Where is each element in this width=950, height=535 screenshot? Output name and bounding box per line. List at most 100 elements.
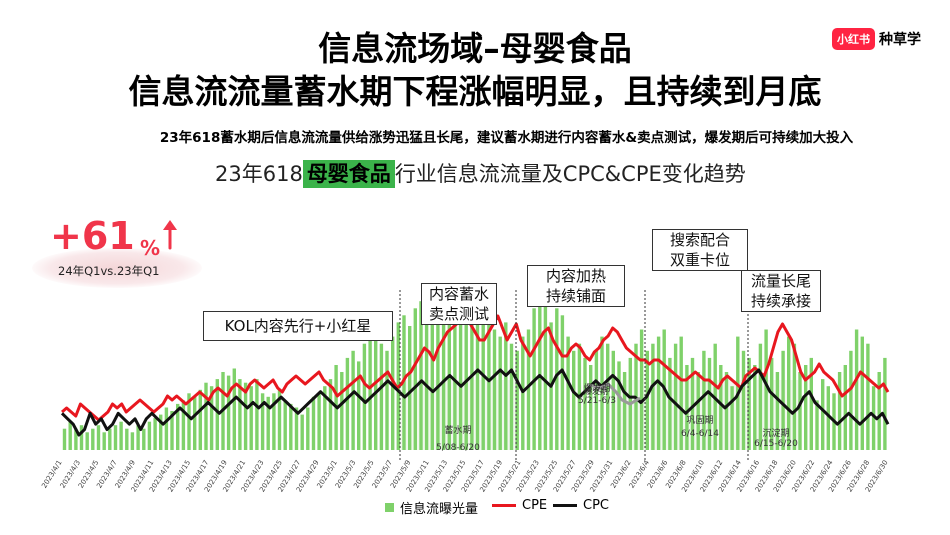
period-name-2: 巩固期: [686, 415, 713, 426]
period-name-3: 沉淀期: [762, 427, 789, 439]
bar: [492, 329, 497, 450]
bar: [719, 365, 723, 450]
bar: [91, 428, 95, 450]
page-subtitle: 23年618蓄水期后信息流流量供给涨势迅猛且长尾，建议蓄水期进行内容蓄水&卖点测…: [159, 130, 854, 146]
bar: [193, 396, 197, 450]
chart-title-suffix: 行业信息流流量及CPC&CPE变化趋势: [394, 162, 746, 186]
page-title: 信息流场域–母婴食品: [318, 29, 632, 68]
bar: [487, 287, 491, 450]
bar: [589, 365, 593, 450]
bar: [679, 336, 683, 450]
bar: [622, 372, 627, 450]
cpc-line: [60, 368, 890, 437]
bar: [775, 372, 780, 450]
legend-bar-label: 信息流曝光量: [400, 502, 479, 517]
period-range-2: 6/4-6/14: [681, 429, 719, 439]
bar: [311, 396, 316, 450]
bar: [198, 389, 202, 450]
legend-cpe-label: CPE: [522, 498, 548, 513]
bar: [815, 400, 819, 450]
bar: [521, 336, 525, 450]
bar: [798, 372, 802, 450]
bar: [656, 336, 661, 450]
bar: [147, 421, 152, 450]
cpc-line-highlight: [589, 382, 641, 406]
bar: [391, 336, 395, 450]
bar: [470, 315, 474, 450]
bar: [509, 343, 514, 450]
bar: [515, 350, 519, 450]
bar: [583, 357, 587, 450]
bar: [702, 350, 706, 450]
bar: [673, 343, 678, 450]
chart-title: 23年618 母婴食品 行业信息流流量及CPC&CPE变化趋势: [215, 158, 746, 188]
bar: [142, 428, 146, 450]
bar: [787, 336, 791, 450]
bar: [266, 396, 270, 450]
bar: [260, 393, 265, 450]
bar: [504, 322, 508, 450]
bar: [85, 432, 89, 450]
period-range-3: 6/15-6/20: [754, 439, 798, 449]
bar: [809, 357, 813, 450]
brand-text: 种草学: [879, 32, 921, 48]
footer-text: 母婴健康行业专场: [706, 507, 843, 522]
bar: [854, 329, 859, 450]
bar: [458, 297, 463, 450]
bar: [226, 375, 231, 450]
brand-badge: 小红书: [832, 28, 875, 50]
bar: [119, 421, 123, 450]
bar: [153, 418, 157, 450]
bar: [374, 329, 378, 450]
legend-cpc-swatch: [553, 504, 577, 507]
bar: [277, 389, 282, 450]
bar: [860, 336, 864, 450]
bar: [538, 294, 542, 450]
annotation-content-testing: 内容蓄水 卖点测试: [421, 283, 497, 325]
bar: [696, 372, 700, 450]
up-arrow-icon: [163, 220, 177, 250]
bar: [96, 425, 101, 450]
growth-percent-sign: %: [140, 236, 161, 260]
bar: [741, 350, 746, 450]
bar: [770, 357, 774, 450]
bar: [668, 357, 672, 450]
bar: [215, 379, 219, 450]
bar: [730, 386, 734, 450]
annotation-kol: KOL内容先行+小红星: [203, 311, 393, 341]
bar: [289, 403, 293, 450]
bar: [843, 365, 847, 450]
annotation-hot-line1: 内容加热: [545, 267, 606, 285]
bar: [804, 365, 808, 450]
bar: [543, 301, 548, 450]
bar: [209, 386, 214, 450]
bar: [606, 343, 610, 450]
annotation-search: 搜索配合 双重卡位: [652, 229, 748, 271]
bar: [408, 326, 412, 450]
bar: [255, 379, 259, 450]
annotation-content-line1: 内容蓄水: [428, 285, 489, 303]
bar: [871, 386, 876, 450]
bar: [792, 343, 797, 450]
bar: [328, 379, 333, 450]
bar: [781, 350, 785, 450]
bar: [481, 294, 485, 450]
legend-cpc: CPC: [553, 498, 609, 513]
bar: [272, 393, 276, 450]
bar: [424, 315, 429, 450]
bar: [555, 308, 559, 450]
bar: [323, 386, 327, 450]
bar: [306, 407, 310, 450]
bar: [68, 421, 72, 450]
bar: [176, 403, 180, 450]
bar: [74, 428, 78, 450]
bar: [498, 336, 502, 450]
bar: [566, 336, 570, 450]
bar: [526, 329, 531, 450]
annotation-search-line1: 搜索配合: [669, 231, 730, 249]
bar: [159, 414, 163, 450]
cpe-line: [61, 314, 890, 422]
bar: [351, 350, 355, 450]
bar: [453, 290, 457, 450]
bar: [385, 350, 389, 450]
